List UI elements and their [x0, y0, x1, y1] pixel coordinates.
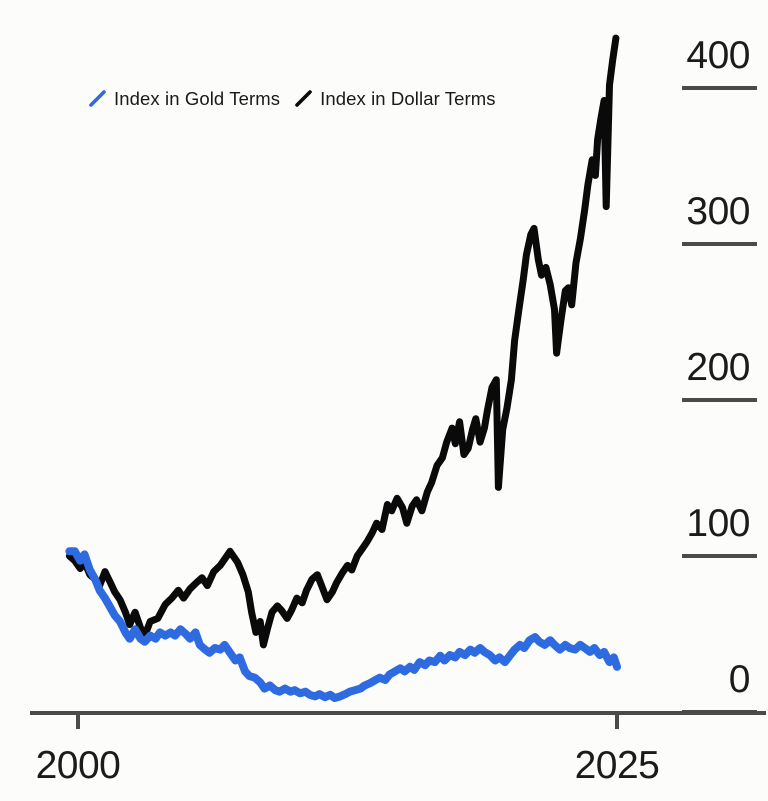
- y-tick-label: 200: [686, 346, 750, 389]
- legend-item-dollar-terms: Index in Dollar Terms: [294, 88, 496, 110]
- x-tick-label: 2025: [575, 744, 660, 787]
- y-axis: 0 100 200 300 400: [682, 34, 757, 714]
- y-tick-label: 0: [729, 658, 750, 701]
- gold-line-marker-icon: [89, 90, 106, 107]
- legend-label-gold-terms: Index in Gold Terms: [114, 88, 281, 109]
- y-tick-label: 300: [686, 190, 750, 233]
- series-lines: [65, 34, 621, 702]
- y-tick-label: 100: [686, 502, 750, 545]
- y-tick-label: 400: [686, 34, 750, 77]
- chart-legend: Index in Gold Terms Index in Dollar Term…: [88, 88, 510, 110]
- dollar-line-marker-icon: [295, 90, 312, 107]
- series-line-gold-terms: [65, 547, 621, 702]
- series-line-dollar-terms: [65, 34, 620, 649]
- legend-item-gold-terms: Index in Gold Terms: [88, 88, 280, 110]
- x-axis: 2000 2025: [30, 711, 766, 787]
- x-tick-label: 2000: [36, 744, 121, 787]
- legend-label-dollar-terms: Index in Dollar Terms: [320, 88, 496, 109]
